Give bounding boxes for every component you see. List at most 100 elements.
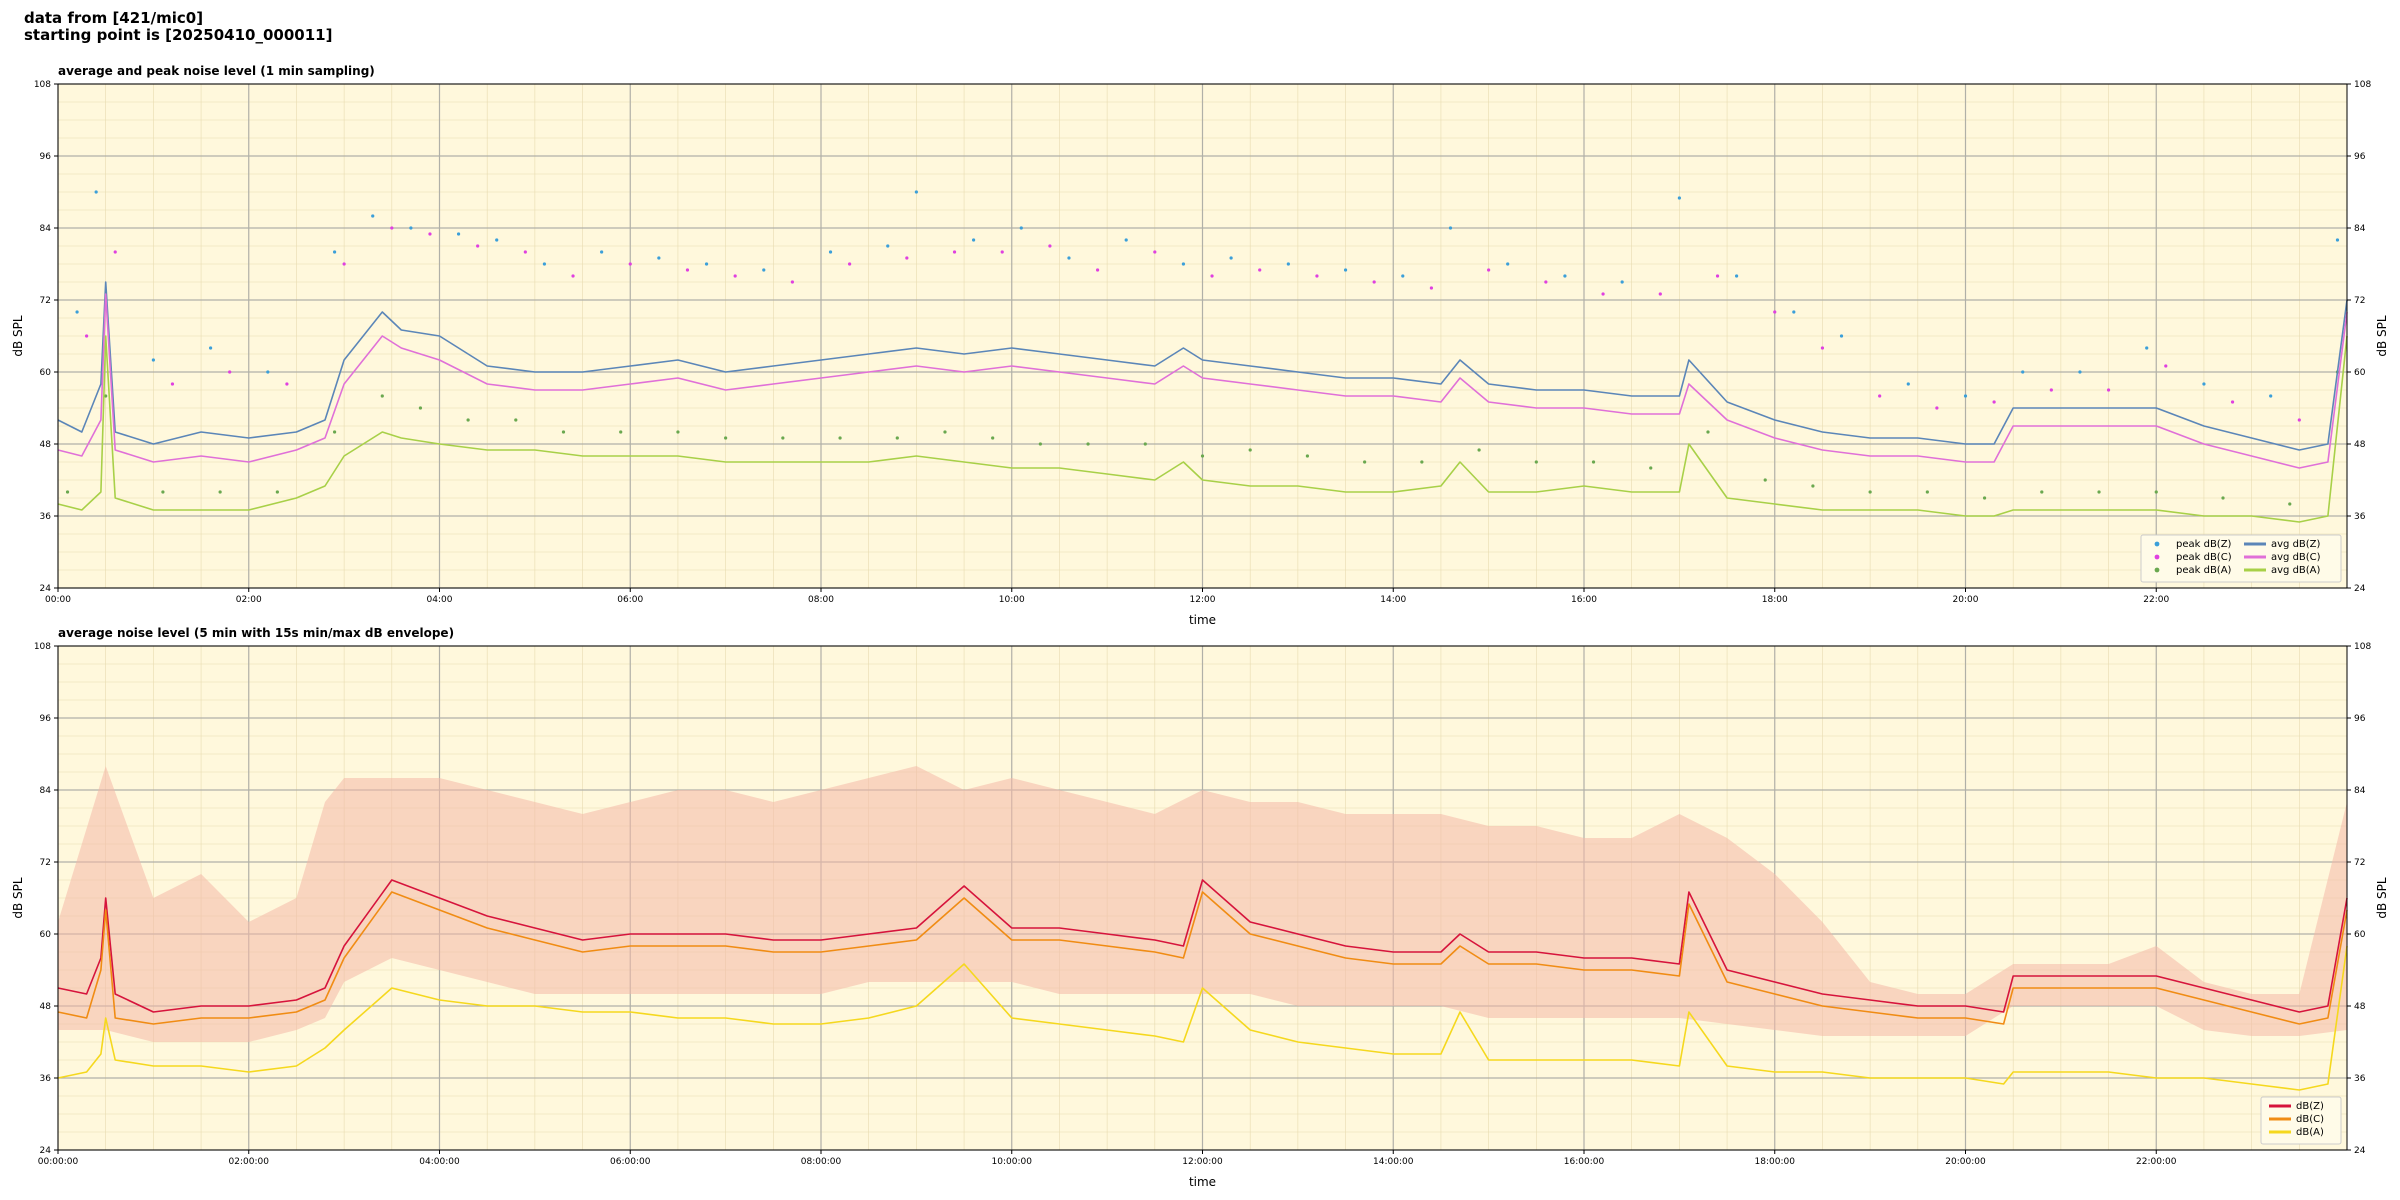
y-tick-label: 108	[34, 642, 51, 652]
y-axis-label-right: dB SPL	[2375, 877, 2389, 919]
legend: peak dB(Z) peak dB(C) peak dB(A) avg dB(Z) a…	[2140, 534, 2342, 583]
data-point	[2145, 346, 2149, 350]
x-tick-label: 08:00:00	[801, 1157, 842, 1167]
x-tick-label: 22:00:00	[2136, 1157, 2177, 1167]
data-point	[1649, 466, 1653, 470]
y-tick-label: 60	[40, 930, 52, 940]
legend-label: dB(A)	[2296, 1127, 2324, 1138]
legend-label: avg dB(Z)	[2271, 539, 2321, 550]
data-point	[523, 250, 527, 254]
data-point	[2221, 496, 2225, 500]
data-point	[2288, 502, 2292, 506]
series-line-avg-db-a-	[57, 335, 2348, 523]
legend-swatch	[2154, 541, 2160, 547]
data-point	[1544, 280, 1548, 284]
y-tick-label: 48	[40, 1002, 52, 1012]
y-axis-label: dB SPL	[11, 315, 25, 357]
data-point	[1677, 196, 1681, 200]
data-point	[2230, 400, 2235, 404]
data-point	[886, 244, 890, 248]
data-point	[1868, 490, 1872, 494]
data-point	[456, 232, 461, 236]
data-point	[1143, 442, 1147, 446]
x-tick-label: 16:00	[1571, 595, 1597, 605]
series-peak-db-a-	[65, 370, 2340, 506]
data-point	[285, 382, 289, 386]
y-tick-label-right: 36	[2354, 512, 2366, 522]
data-point	[466, 418, 470, 422]
data-point	[65, 490, 70, 494]
x-tick-label: 04:00:00	[419, 1157, 460, 1167]
x-tick-label: 18:00	[1762, 595, 1788, 605]
chart-title: average and peak noise level (1 min samp…	[58, 64, 375, 78]
data-point	[1448, 226, 1453, 230]
data-point	[943, 430, 947, 434]
data-point	[1305, 454, 1310, 458]
data-point	[1372, 280, 1376, 284]
y-tick-label-right: 36	[2354, 1074, 2366, 1084]
y-tick-label: 84	[40, 224, 52, 234]
legend-swatch	[2154, 567, 2160, 573]
y-tick-label: 96	[40, 714, 52, 724]
data-point	[781, 436, 785, 440]
data-point	[1229, 256, 1233, 260]
data-point	[848, 262, 852, 266]
legend-label: peak dB(Z)	[2176, 539, 2232, 550]
data-point	[1038, 442, 1042, 446]
y-tick-label-right: 48	[2354, 1002, 2366, 1012]
y-axis-label: dB SPL	[11, 877, 25, 919]
data-point	[1401, 274, 1405, 278]
x-tick-label: 16:00:00	[1564, 1157, 1605, 1167]
data-point	[1935, 406, 1939, 410]
y-tick-label: 84	[40, 786, 52, 796]
chart-panel-1: 24 24 36 36 48 48 60 60 72 72 84 84 96 96 108 108 00:00 0…	[11, 64, 2389, 627]
y-tick-label-right: 108	[2354, 642, 2371, 652]
x-tick-label: 04:00	[427, 595, 453, 605]
data-point	[75, 310, 79, 314]
data-point	[1429, 286, 1433, 290]
x-tick-label: 10:00	[999, 595, 1025, 605]
data-point	[1286, 262, 1290, 266]
data-point	[514, 418, 518, 422]
data-point	[657, 256, 661, 260]
page-header: data from [421/mic0] starting point is […	[24, 10, 332, 44]
series-line-avg-db-c-	[57, 293, 2348, 469]
x-tick-label: 06:00	[617, 595, 643, 605]
legend-label: dB(C)	[2296, 1114, 2324, 1125]
data-point	[2154, 490, 2158, 494]
x-tick-label: 02:00:00	[229, 1157, 270, 1167]
y-tick-label-right: 108	[2354, 80, 2371, 90]
data-point	[542, 262, 547, 266]
data-point	[991, 436, 995, 440]
data-point	[380, 394, 384, 398]
data-point	[209, 346, 213, 350]
data-point	[905, 256, 909, 260]
data-point	[619, 430, 623, 434]
data-point	[1963, 394, 1968, 398]
data-point	[1906, 382, 1910, 386]
data-point	[2269, 394, 2273, 398]
data-point	[1658, 292, 1662, 296]
data-point	[1925, 490, 1929, 494]
data-point	[1839, 334, 1844, 338]
data-point	[1992, 400, 1996, 404]
data-point	[1811, 484, 1815, 488]
series-peak-db-c-	[85, 226, 2301, 422]
data-point	[104, 394, 108, 398]
x-tick-label: 20:00	[1953, 595, 1979, 605]
data-point	[2021, 370, 2025, 374]
legend-label: peak dB(A)	[2176, 565, 2232, 576]
data-point	[94, 190, 98, 194]
chart-title: average noise level (5 min with 15s min/…	[58, 626, 454, 640]
data-point	[2335, 238, 2340, 242]
data-point	[724, 436, 728, 440]
data-point	[762, 268, 766, 272]
y-tick-label-right: 24	[2354, 1146, 2366, 1156]
y-tick-label-right: 84	[2354, 224, 2366, 234]
y-tick-label-right: 96	[2354, 714, 2366, 724]
data-point	[790, 280, 794, 284]
data-point	[1200, 454, 1205, 458]
data-point	[561, 430, 566, 434]
data-point	[390, 226, 394, 230]
